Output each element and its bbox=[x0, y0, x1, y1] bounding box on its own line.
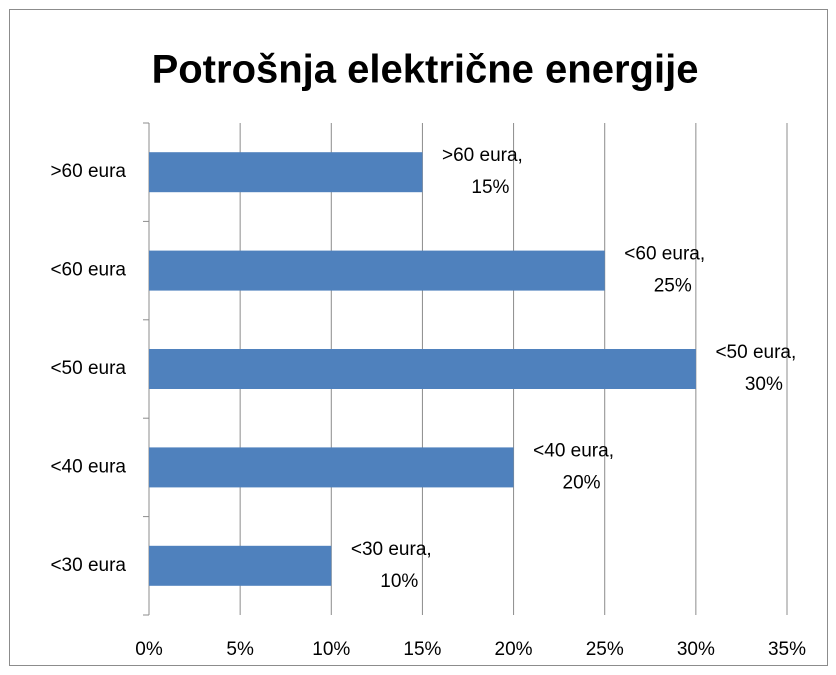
y-tick-label: <50 eura bbox=[50, 358, 126, 379]
data-label: >60 eura, 15% bbox=[442, 145, 523, 198]
y-tick-label: <30 eura bbox=[50, 555, 126, 576]
x-tick-label: 10% bbox=[312, 639, 350, 660]
y-tick-label: <40 eura bbox=[50, 456, 126, 477]
x-tick-label: 30% bbox=[677, 639, 715, 660]
bar bbox=[149, 250, 605, 291]
x-tick-label: 15% bbox=[403, 639, 441, 660]
data-label: <40 eura, 20% bbox=[533, 440, 614, 493]
x-tick-label: 0% bbox=[135, 639, 163, 660]
bar bbox=[149, 349, 696, 389]
bar bbox=[149, 152, 423, 193]
y-tick-label: >60 eura bbox=[50, 161, 126, 182]
data-label: <60 eura, 25% bbox=[624, 244, 705, 297]
x-tick-label: 5% bbox=[226, 639, 254, 660]
chart-frame bbox=[9, 9, 828, 666]
data-label: <30 eura, 10% bbox=[351, 539, 432, 592]
bar bbox=[149, 545, 332, 586]
x-tick-label: 35% bbox=[768, 639, 806, 660]
bar bbox=[149, 447, 514, 488]
chart-title: Potrošnja električne energije bbox=[152, 48, 699, 92]
x-tick-label: 20% bbox=[495, 639, 533, 660]
y-tick-label: <60 eura bbox=[50, 260, 126, 281]
x-tick-label: 25% bbox=[586, 639, 624, 660]
data-label: <50 eura, 30% bbox=[715, 342, 796, 395]
